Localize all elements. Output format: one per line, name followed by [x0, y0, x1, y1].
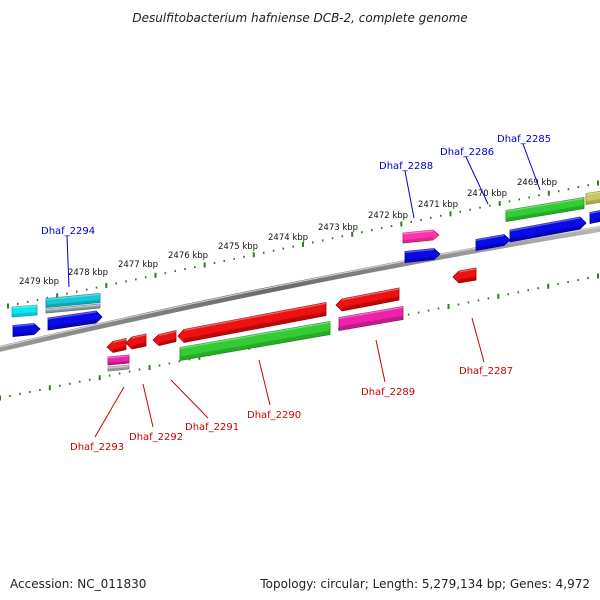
gene-block-magenta-1	[402, 229, 440, 244]
label-leaders	[66, 143, 541, 438]
gene-block-red-6	[452, 267, 477, 284]
gene-block-green-2	[179, 321, 331, 361]
leader-dhaf-2288	[404, 170, 415, 219]
leader-dhaf-2289	[375, 339, 386, 383]
kbp-label: 2479 kbp	[19, 277, 59, 287]
leader-dhaf-2285	[522, 143, 541, 191]
gene-block-cyan-1	[11, 304, 38, 318]
topology-text: Topology: circular; Length: 5,279,134 bp…	[259, 577, 590, 591]
gene-block-blue-2	[47, 310, 103, 331]
gene-block-blue-3	[404, 248, 441, 263]
gene-block-grey-2	[107, 364, 130, 372]
leader-dhaf-2292	[142, 383, 154, 428]
gene-label-dhaf-2294: Dhaf_2294	[41, 226, 95, 237]
gene-block-green-1	[505, 197, 585, 222]
scale-ticks	[0, 180, 599, 401]
gene-label-dhaf-2286: Dhaf_2286	[440, 147, 494, 158]
kbp-label: 2474 kbp	[268, 233, 308, 243]
genome-backbone	[0, 225, 600, 352]
gene-label-dhaf-2289: Dhaf_2289	[361, 387, 415, 398]
leader-dhaf-2291	[170, 379, 209, 419]
kbp-label: 2472 kbp	[368, 211, 408, 221]
gene-block-red-4	[177, 302, 327, 343]
gene-block-olive-1	[585, 190, 600, 205]
gene-block-blue-1	[12, 323, 41, 337]
gene-block-grey-1	[45, 303, 101, 314]
gene-label-dhaf-2285: Dhaf_2285	[497, 134, 551, 145]
gene-label-dhaf-2293: Dhaf_2293	[70, 442, 124, 453]
gene-block-magenta-3	[338, 306, 404, 331]
gene-block-blue-5	[509, 216, 587, 243]
leader-dhaf-2290	[258, 359, 271, 406]
kbp-label: 2478 kbp	[68, 268, 108, 278]
gene-block-cyan-2	[45, 293, 101, 308]
kbp-label: 2471 kbp	[418, 200, 458, 210]
kbp-label: 2473 kbp	[318, 223, 358, 233]
gene-block-blue-4	[475, 234, 511, 251]
kbp-label: 2477 kbp	[118, 260, 158, 270]
gene-block-blue-6	[589, 210, 600, 224]
accession-text: Accession: NC_011830	[10, 577, 146, 591]
gene-labels-lower: Dhaf_2293 Dhaf_2292 Dhaf_2291 Dhaf_2290 …	[70, 366, 513, 453]
leader-dhaf-2294	[66, 235, 70, 288]
gene-block-red-2	[125, 333, 147, 350]
gene-block-red-3	[152, 329, 177, 346]
kbp-label: 2476 kbp	[168, 251, 208, 261]
leader-dhaf-2293	[94, 386, 125, 438]
genome-title: Desulfitobacterium hafniense DCB-2, comp…	[132, 11, 467, 25]
leader-dhaf-2286	[465, 156, 489, 205]
gene-block-red-5	[335, 287, 400, 312]
gene-label-dhaf-2288: Dhaf_2288	[379, 161, 433, 172]
gene-label-dhaf-2287: Dhaf_2287	[459, 366, 513, 377]
gene-block-magenta-2	[107, 354, 130, 366]
gene-label-dhaf-2292: Dhaf_2292	[129, 432, 183, 443]
gene-label-dhaf-2290: Dhaf_2290	[247, 410, 301, 421]
kbp-label: 2470 kbp	[467, 189, 507, 199]
leader-dhaf-2287	[471, 317, 485, 363]
gene-labels-upper: Dhaf_2294 Dhaf_2288 Dhaf_2286 Dhaf_2285	[41, 134, 551, 237]
gene-features	[11, 190, 600, 372]
kbp-label: 2475 kbp	[218, 242, 258, 252]
gene-label-dhaf-2291: Dhaf_2291	[185, 422, 239, 433]
gene-block-red-1	[106, 337, 127, 353]
